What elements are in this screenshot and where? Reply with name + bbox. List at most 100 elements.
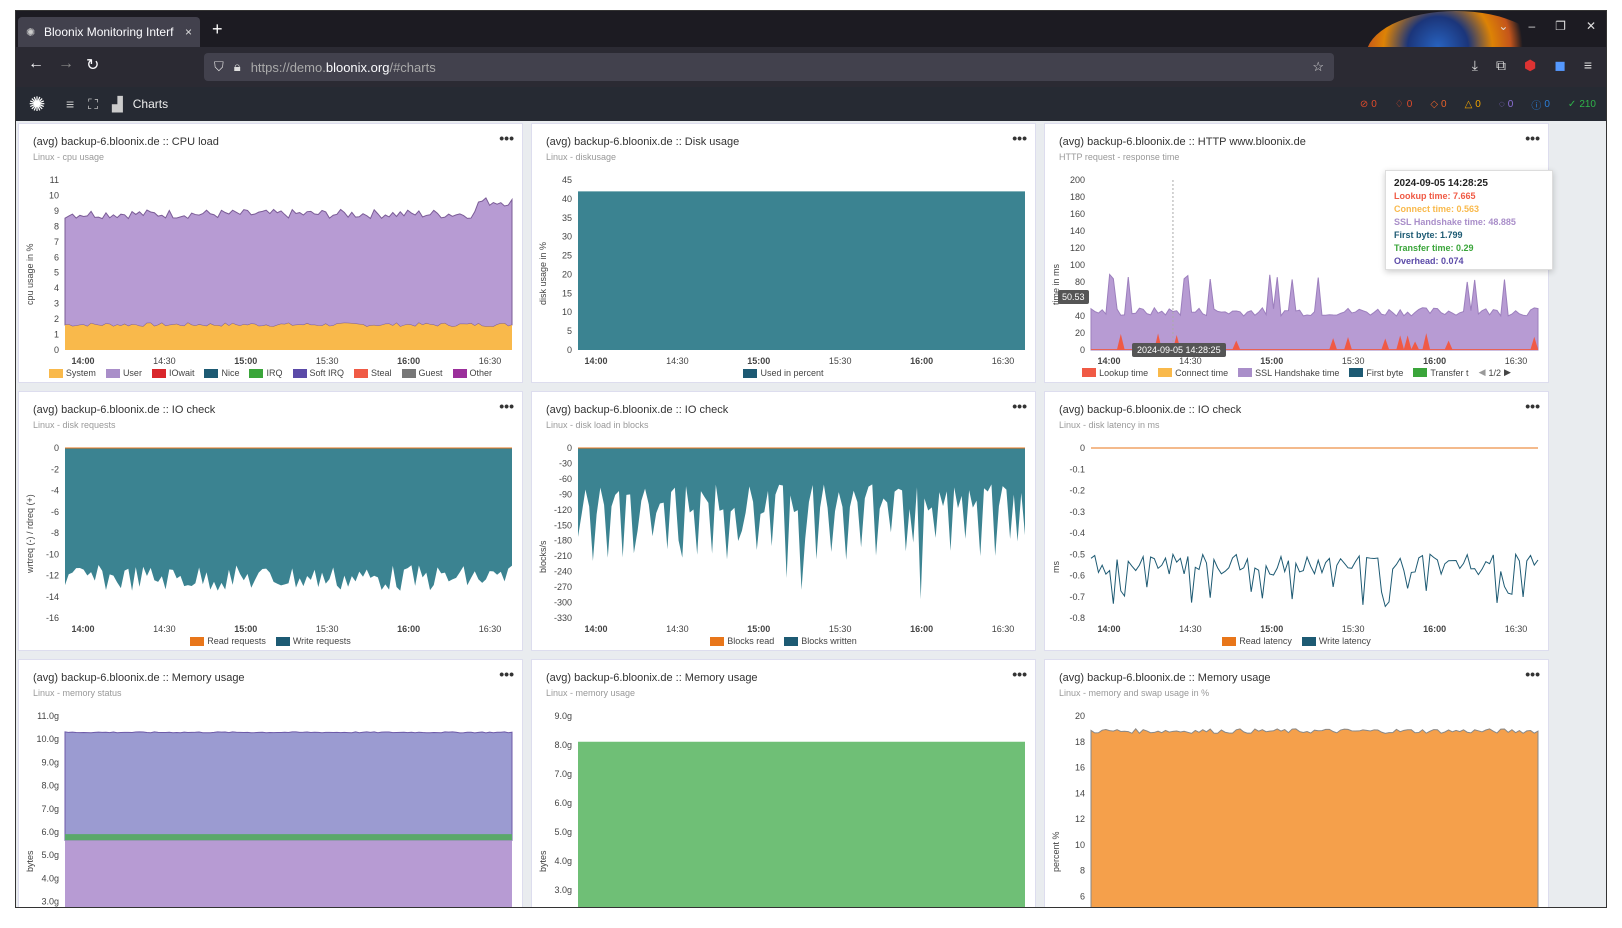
- status-counter[interactable]: ✓ 210: [1568, 99, 1596, 110]
- chart-plot[interactable]: 45 40 35 30 25 20 15 10 5 0 14:00 14:30 15:00 15:30 16…: [532, 172, 1035, 372]
- chart-plot[interactable]: 2018161412108642percent %: [1045, 708, 1548, 908]
- legend-label: Write latency: [1318, 636, 1371, 646]
- y-tick-label: 0: [1080, 345, 1085, 355]
- status-count: 210: [1579, 98, 1596, 110]
- status-counter[interactable]: ⓘ 0: [1531, 97, 1550, 112]
- x-tick-label: 16:00: [397, 624, 420, 634]
- bookmark-star-icon[interactable]: ☆: [1312, 59, 1324, 74]
- legend-item[interactable]: Guest: [401, 368, 443, 378]
- chart-menu-icon[interactable]: •••: [1525, 130, 1540, 146]
- forward-icon[interactable]: →: [58, 55, 74, 72]
- chart-menu-icon[interactable]: •••: [1012, 398, 1027, 414]
- minimize-icon[interactable]: –: [1528, 19, 1536, 33]
- y-tick-label: 5.0g: [41, 850, 59, 860]
- chart-menu-icon[interactable]: •••: [499, 666, 514, 682]
- legend-item[interactable]: Read requests: [190, 636, 266, 646]
- tooltip-row: Overhead: 0.074: [1394, 256, 1464, 266]
- status-counter[interactable]: ⊘ 0: [1360, 99, 1377, 110]
- legend-label: Write requests: [292, 636, 351, 646]
- chart-plot[interactable]: 0 -2 -4 -6 -8 -10 -12 -14 -16 14:00 14:30 15:00 15:3…: [19, 440, 522, 640]
- chart-menu-icon[interactable]: •••: [499, 130, 514, 146]
- status-counter[interactable]: ♢ 0: [1395, 99, 1413, 110]
- status-counter[interactable]: △ 0: [1465, 99, 1481, 110]
- download-icon[interactable]: ⤓: [1471, 57, 1478, 73]
- chart-icon[interactable]: ▟: [111, 95, 123, 112]
- series-memory-percent-area: [1090, 728, 1539, 907]
- chart-plot[interactable]: 0 -30 -60 -90 -120 -150 -180 -210 -240 -270 -300 -3…: [532, 440, 1035, 640]
- legend-item[interactable]: Write latency: [1301, 636, 1371, 646]
- back-icon[interactable]: ←: [28, 55, 44, 72]
- legend-pager[interactable]: ◀ 1/2 ▶: [1479, 367, 1511, 378]
- pager-prev-icon[interactable]: ◀: [1478, 367, 1486, 377]
- lock-icon[interactable]: 🔒︎: [233, 59, 241, 74]
- extensions-icon[interactable]: ⧉: [1495, 57, 1506, 73]
- chart-menu-icon[interactable]: •••: [1525, 666, 1540, 682]
- x-tick-label: 16:00: [397, 356, 420, 366]
- legend-item[interactable]: Soft IRQ: [292, 368, 344, 378]
- legend-label: Nice: [221, 368, 240, 378]
- x-tick-label: 15:00: [747, 624, 770, 634]
- chart-plot[interactable]: 0 -0.1 -0.2 -0.3 -0.4 -0.5 -0.6 -0.7 -0.8 14:00 14…: [1045, 440, 1548, 640]
- shield-icon[interactable]: ⛉: [214, 59, 224, 74]
- url-bar[interactable]: ⛉ 🔒︎ https://demo.bloonix.org/#charts ☆: [204, 53, 1334, 81]
- y-tick-label: 8: [54, 221, 59, 231]
- legend-item[interactable]: IOwait: [151, 368, 194, 378]
- legend-item[interactable]: Steal: [354, 368, 392, 378]
- chart-legend: Blocks read Blocks written: [532, 636, 1035, 646]
- chart-menu-icon[interactable]: •••: [1525, 398, 1540, 414]
- legend-item[interactable]: Blocks read: [710, 636, 774, 646]
- legend-item[interactable]: SSL Handshake time: [1238, 367, 1339, 378]
- url-text[interactable]: https://demo.bloonix.org/#charts: [250, 59, 436, 75]
- tab-close-icon[interactable]: ×: [184, 25, 192, 39]
- cursor-time-label: 2024-09-05 14:28:25: [1132, 343, 1226, 357]
- legend-item[interactable]: System: [48, 368, 96, 378]
- chart-subtitle: Linux - memory status: [33, 688, 122, 698]
- account-icon[interactable]: ◼: [1554, 57, 1566, 73]
- chart-menu-icon[interactable]: •••: [1012, 130, 1027, 146]
- new-tab-button[interactable]: +: [212, 19, 223, 39]
- fullscreen-icon[interactable]: ⛶: [88, 95, 98, 112]
- chart-subtitle: Linux - disk load in blocks: [546, 420, 649, 430]
- reload-icon[interactable]: ↻: [86, 57, 100, 74]
- series-write-area: [65, 448, 512, 591]
- legend-item[interactable]: Other: [452, 368, 492, 378]
- restore-icon[interactable]: ❐: [1555, 19, 1566, 33]
- pager-next-icon[interactable]: ▶: [1504, 367, 1511, 377]
- browser-window: ✺ Bloonix Monitoring Interf × + ⌄ – ❐ ✕ …: [15, 10, 1607, 908]
- chart-plot[interactable]: 11.0g10.0g9.0g8.0g7.0g6.0g5.0g4.0g3.0g2.…: [19, 708, 522, 908]
- legend-item[interactable]: Write requests: [275, 636, 351, 646]
- menu-toggle-icon[interactable]: ≡: [66, 96, 75, 112]
- close-window-icon[interactable]: ✕: [1585, 19, 1596, 33]
- legend-item[interactable]: Used in percent: [743, 368, 824, 378]
- chart-menu-icon[interactable]: •••: [1012, 666, 1027, 682]
- y-tick-label: -14: [46, 592, 59, 602]
- legend-item[interactable]: First byte: [1349, 367, 1403, 378]
- legend-item[interactable]: IRQ: [249, 368, 283, 378]
- legend-item[interactable]: Read latency: [1222, 636, 1292, 646]
- ublock-icon[interactable]: ⬢: [1523, 57, 1537, 73]
- chart-legend: Read requests Write requests: [19, 636, 522, 646]
- status-icon: ⓘ: [1531, 100, 1542, 112]
- legend-item[interactable]: Transfer t: [1413, 367, 1469, 378]
- legend-item[interactable]: Blocks written: [784, 636, 857, 646]
- legend-item[interactable]: Lookup time: [1082, 367, 1148, 378]
- chart-menu-icon[interactable]: •••: [499, 398, 514, 414]
- status-counter[interactable]: ◌ 0: [1499, 99, 1514, 110]
- status-counter[interactable]: ◇ 0: [1430, 99, 1446, 110]
- x-tick-label: 16:30: [479, 356, 502, 366]
- y-tick-label: -16: [46, 613, 59, 623]
- legend-item[interactable]: Nice: [204, 368, 239, 378]
- browser-tab[interactable]: ✺ Bloonix Monitoring Interf ×: [18, 17, 200, 47]
- x-tick-label: 14:30: [666, 624, 689, 634]
- tab-list-icon[interactable]: ⌄: [1498, 19, 1509, 33]
- y-tick-label: -0.6: [1069, 571, 1085, 581]
- bloonix-logo-icon[interactable]: ✺: [28, 94, 46, 116]
- menu-icon[interactable]: ≡: [1583, 57, 1592, 73]
- legend-item[interactable]: User: [105, 368, 142, 378]
- legend-item[interactable]: Connect time: [1158, 367, 1228, 378]
- chart-plot[interactable]: 9.0g8.0g7.0g6.0g5.0g4.0g3.0g2.0g1.0gbyte…: [532, 708, 1035, 908]
- legend-swatch: [204, 368, 219, 378]
- chart-title: (avg) backup-6.bloonix.de :: IO check: [1059, 404, 1242, 416]
- y-tick-label: 6: [54, 252, 59, 262]
